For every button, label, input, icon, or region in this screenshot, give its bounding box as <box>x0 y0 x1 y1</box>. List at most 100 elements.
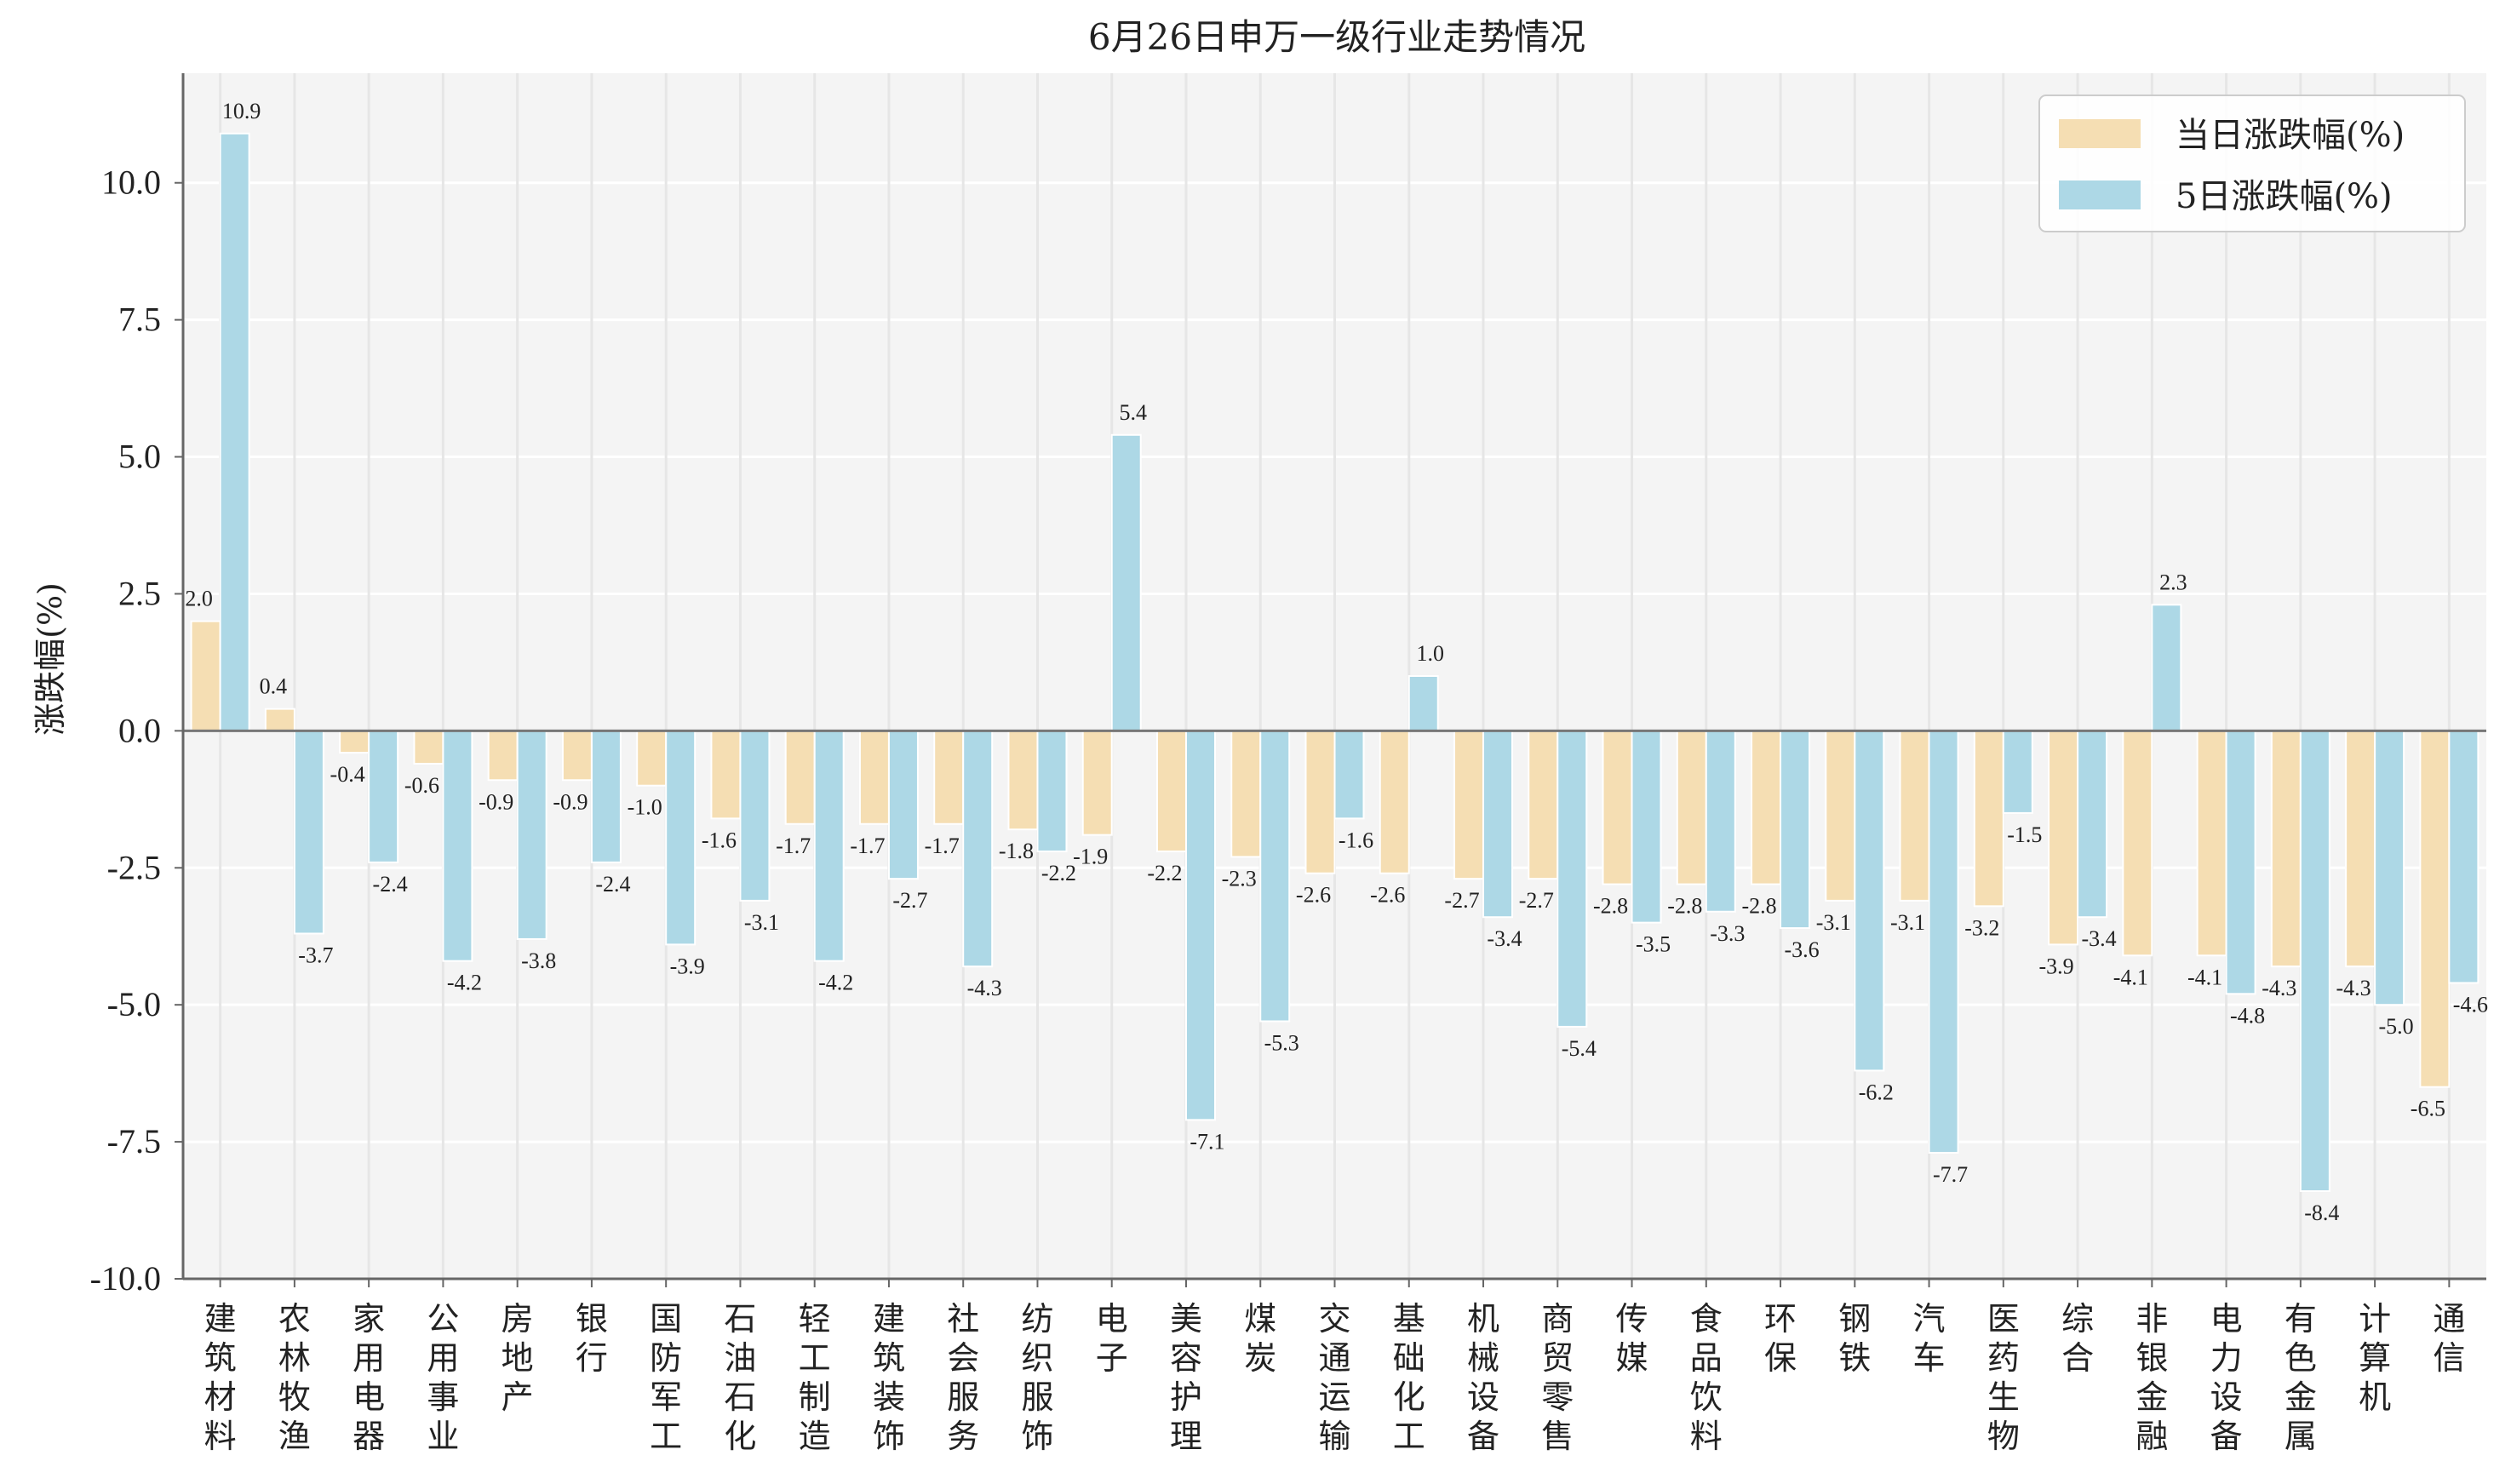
bar-5day <box>1705 730 1736 913</box>
data-label: -2.6 <box>1296 883 1331 908</box>
x-tick-char: 有 <box>2285 1300 2317 1338</box>
bar-5day <box>2374 730 2405 1006</box>
x-axis-ticks: 建筑材料农林牧渔家用电器公用事业房地产银行国防军工石油石化轻工制造建筑装饰社会服… <box>204 1300 2466 1455</box>
bar-daily <box>784 730 816 825</box>
legend-box <box>2038 95 2466 232</box>
x-tick-char: 基 <box>1393 1300 1425 1338</box>
data-label: -2.2 <box>1147 861 1182 885</box>
data-label: -4.2 <box>447 971 482 995</box>
legend-swatch <box>2059 119 2141 148</box>
bar-daily <box>561 730 593 782</box>
x-tick-char: 建 <box>873 1300 905 1338</box>
bar-5day <box>219 132 250 732</box>
x-tick-char: 色 <box>2285 1339 2317 1377</box>
data-label: 10.9 <box>222 99 261 123</box>
data-label: -3.8 <box>521 948 556 973</box>
data-label: -3.6 <box>1784 937 1819 962</box>
bar-5day <box>293 730 324 935</box>
x-tick-label: 汽车 <box>1913 1300 1946 1377</box>
bar-5day <box>1854 730 1885 1072</box>
data-label: -5.0 <box>2379 1014 2414 1039</box>
data-label: -0.9 <box>479 789 513 814</box>
data-label: 2.0 <box>185 587 213 611</box>
x-tick-char: 础 <box>1393 1339 1425 1377</box>
x-tick-char: 用 <box>353 1339 385 1377</box>
bar-5day <box>887 730 919 880</box>
x-tick-char: 料 <box>204 1418 237 1455</box>
bar-daily <box>1602 730 1633 885</box>
x-tick-char: 输 <box>1318 1418 1350 1455</box>
x-tick-char: 化 <box>724 1418 756 1455</box>
x-tick-char: 非 <box>2135 1300 2168 1338</box>
bar-daily <box>2345 730 2376 968</box>
x-tick-char: 织 <box>1021 1339 1053 1377</box>
x-tick-char: 防 <box>650 1339 682 1377</box>
data-label: 0.4 <box>260 674 288 699</box>
bar-daily <box>2122 730 2153 957</box>
x-tick-char: 房 <box>502 1300 534 1338</box>
x-tick-char: 工 <box>799 1339 831 1377</box>
bar-daily <box>1751 730 1782 885</box>
data-label: -3.4 <box>1487 926 1522 951</box>
bar-5day <box>442 730 473 962</box>
x-tick-label: 环保 <box>1764 1300 1797 1377</box>
bar-5day <box>2299 730 2330 1193</box>
data-label: -2.8 <box>1593 894 1628 919</box>
legend-label: 当日涨跌幅(%) <box>2176 116 2405 155</box>
bar-daily <box>1081 730 1113 836</box>
bar-daily <box>933 730 965 825</box>
x-tick-char: 地 <box>502 1339 534 1377</box>
x-tick-char: 煤 <box>1244 1300 1276 1338</box>
data-label: -1.6 <box>1339 828 1373 852</box>
y-tick-label: 0.0 <box>118 711 161 749</box>
x-tick-char: 会 <box>947 1339 979 1377</box>
data-label: -2.4 <box>373 872 408 897</box>
bar-5day <box>1928 730 1959 1154</box>
x-tick-char: 林 <box>278 1339 311 1377</box>
x-tick-char: 石 <box>724 1378 756 1416</box>
x-tick-char: 运 <box>1318 1378 1350 1416</box>
x-tick-char: 业 <box>427 1418 459 1455</box>
x-tick-char: 械 <box>1467 1339 1499 1377</box>
y-tick-label: 10.0 <box>101 163 161 202</box>
bar-daily <box>636 730 668 787</box>
x-tick-char: 服 <box>1021 1378 1053 1416</box>
x-tick-char: 物 <box>1987 1418 2020 1455</box>
y-tick-label: 5.0 <box>118 438 161 476</box>
data-label: -3.1 <box>1890 910 1925 935</box>
x-tick-char: 综 <box>2061 1300 2094 1338</box>
x-tick-char: 备 <box>2210 1418 2243 1455</box>
x-tick-char: 饰 <box>873 1418 905 1455</box>
bar-5day <box>590 730 622 863</box>
x-tick-char: 军 <box>650 1378 682 1416</box>
x-tick-char: 铁 <box>1838 1339 1871 1377</box>
x-tick-char: 计 <box>2359 1300 2391 1338</box>
x-tick-char: 食 <box>1690 1300 1723 1338</box>
y-axis-ticks: 10.0 7.5 5.0 2.5 0.0 -2.5 -5.0 -7.5 -10.0 <box>90 163 161 1298</box>
data-label: -2.7 <box>1519 888 1554 913</box>
x-tick-char: 公 <box>427 1300 459 1338</box>
y-tick-label: 7.5 <box>118 301 161 339</box>
bar-5day <box>1333 730 1365 820</box>
bar-5day <box>665 730 697 946</box>
data-label: -3.7 <box>298 943 333 968</box>
data-label: -2.2 <box>1041 861 1076 885</box>
data-label: -3.1 <box>1816 910 1851 935</box>
x-tick-char: 务 <box>947 1418 979 1455</box>
y-tick-label: -10.0 <box>90 1259 161 1298</box>
bar-5day <box>1036 730 1068 852</box>
x-tick-char: 工 <box>1393 1418 1425 1455</box>
bar-5day <box>2151 604 2182 732</box>
x-tick-char: 媒 <box>1616 1339 1648 1377</box>
data-label: -1.5 <box>2007 822 2042 847</box>
data-label: -7.7 <box>1933 1162 1968 1187</box>
data-label: -1.7 <box>925 834 960 858</box>
data-label: -5.4 <box>1562 1036 1597 1061</box>
